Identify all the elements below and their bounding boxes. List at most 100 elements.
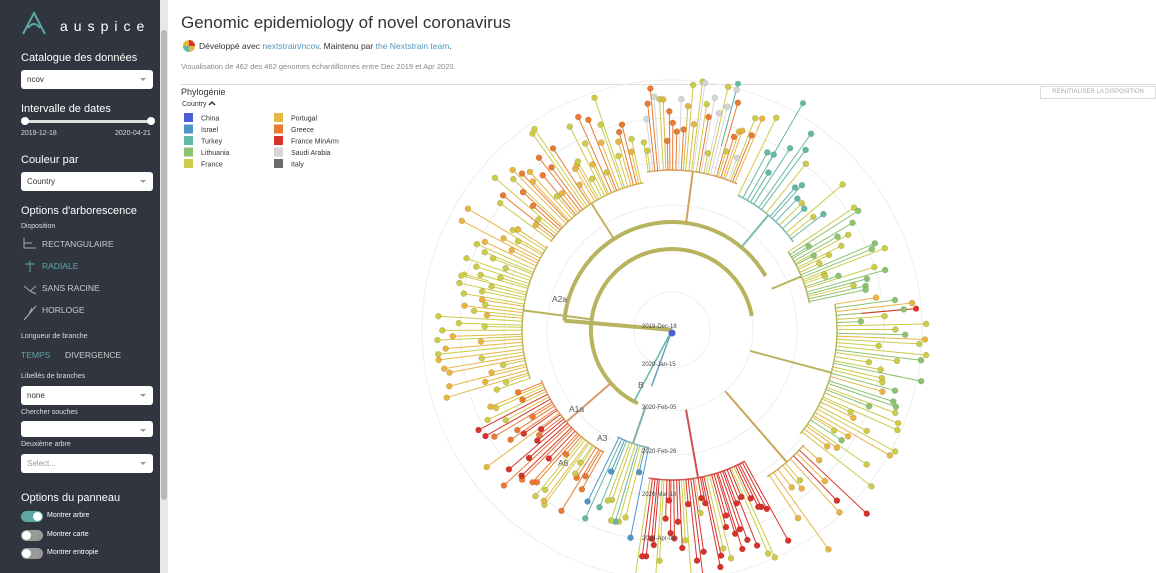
branch: [532, 205, 561, 231]
legend-swatch: [274, 124, 283, 134]
branch: [824, 392, 899, 424]
tip: [487, 403, 494, 411]
layout-option[interactable]: RADIALE: [42, 261, 79, 271]
tip: [805, 243, 812, 250]
tip: [863, 427, 870, 435]
toggle[interactable]: [21, 530, 43, 541]
tip: [558, 189, 566, 197]
branch: [826, 386, 896, 414]
branch: [692, 82, 706, 172]
tip: [872, 294, 880, 301]
tip: [705, 113, 712, 121]
tip: [464, 205, 472, 212]
tip: [893, 357, 901, 365]
branch: [744, 461, 789, 541]
tip: [835, 272, 842, 280]
tip: [650, 93, 658, 100]
tip: [739, 127, 746, 134]
tip: [863, 275, 871, 283]
tip: [491, 433, 498, 440]
branch: [561, 192, 579, 214]
branch: [464, 305, 524, 314]
branch: [618, 445, 641, 522]
tip: [669, 119, 677, 127]
branch-option[interactable]: TEMPS: [21, 350, 51, 360]
scroll-thumb[interactable]: [161, 30, 167, 500]
tip: [815, 457, 823, 464]
branch: [647, 103, 656, 171]
branch: [801, 248, 873, 278]
branch: [803, 275, 826, 285]
link[interactable]: nextstrain/ncov: [262, 41, 319, 51]
search-input[interactable]: [21, 421, 153, 437]
branch: [538, 157, 581, 212]
tip: [711, 94, 719, 102]
byline: Développé avec nextstrain/ncov. Maintenu…: [199, 41, 452, 51]
branch: [646, 169, 738, 185]
branch: [830, 375, 883, 393]
tip: [798, 485, 806, 492]
legend-swatch: [184, 136, 193, 145]
tip: [526, 168, 534, 176]
branch: [836, 338, 920, 345]
layout-option[interactable]: HORLOGE: [42, 305, 85, 315]
branch: [648, 460, 746, 481]
tip: [772, 114, 780, 122]
tip: [863, 510, 870, 517]
tip: [622, 514, 629, 521]
tip: [891, 409, 899, 417]
tip: [734, 80, 741, 87]
tip: [481, 248, 488, 256]
main: Genomic epidemiology of novel coronaviru…: [172, 0, 1156, 573]
tip: [679, 544, 686, 552]
color-select[interactable]: Country: [21, 172, 153, 191]
tip: [449, 332, 456, 340]
branch: [491, 285, 527, 296]
date-slider[interactable]: [24, 120, 152, 123]
branch: [687, 479, 698, 561]
branch: [579, 184, 592, 204]
slider-handle[interactable]: [21, 117, 29, 125]
tip: [733, 154, 741, 162]
branch-label-select[interactable]: none: [21, 386, 153, 405]
legend-label: Saudi Arabia: [291, 150, 331, 157]
branch: [512, 229, 546, 251]
second-tree-select[interactable]: Select...: [21, 454, 153, 473]
tip: [581, 140, 589, 147]
tip: [439, 327, 446, 334]
tip: [698, 494, 705, 502]
branch: [508, 420, 566, 470]
slider-handle[interactable]: [147, 117, 155, 125]
layout-option[interactable]: RECTANGULAIRE: [42, 239, 114, 249]
branch: [631, 406, 647, 444]
link[interactable]: the Nextstrain team: [375, 41, 450, 51]
branch: [499, 202, 552, 242]
toggle[interactable]: [21, 548, 43, 559]
time-label: 2020-Jan-15: [642, 362, 676, 368]
tip: [488, 283, 495, 290]
tip: [597, 121, 604, 128]
tip: [491, 174, 499, 182]
scrollbar[interactable]: [160, 0, 168, 573]
branch: [766, 444, 805, 478]
branch: [631, 138, 642, 184]
tips: [434, 78, 930, 571]
tip: [665, 497, 673, 504]
branch: [659, 479, 665, 561]
dataset-select[interactable]: ncov: [21, 70, 153, 89]
tip: [798, 181, 806, 189]
legend-label: Greece: [291, 127, 314, 134]
layout-option[interactable]: SANS RACINE: [42, 283, 100, 293]
branch: [564, 318, 673, 332]
tip: [734, 99, 742, 107]
tip: [489, 255, 497, 262]
branch: [538, 219, 557, 235]
branch-option[interactable]: DIVERGENCE: [65, 350, 122, 360]
branch: [574, 445, 595, 474]
time-label: 2020-Mar-18: [642, 492, 677, 498]
branch: [662, 99, 667, 171]
branch: [536, 418, 565, 441]
tip: [816, 260, 823, 267]
branch: [799, 304, 838, 435]
toggle[interactable]: [21, 511, 43, 522]
